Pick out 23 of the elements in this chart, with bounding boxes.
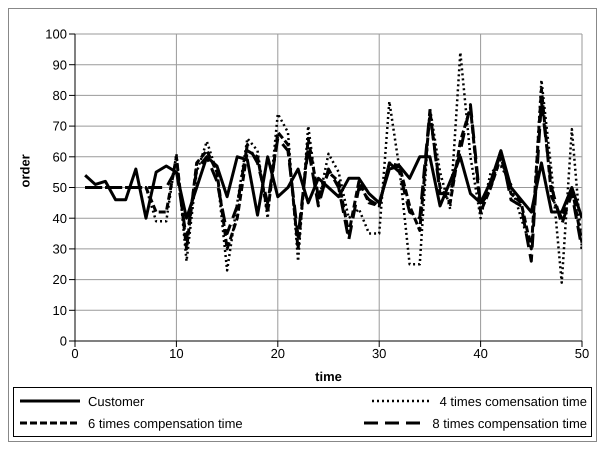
y-tick-label: 10: [52, 302, 67, 318]
x-tick-label: 30: [372, 346, 386, 362]
y-tick-label: 70: [52, 118, 67, 134]
y-axis-title: order: [18, 154, 33, 188]
y-tick-label: 40: [52, 210, 67, 226]
legend-label: 4 times comensation time: [440, 394, 587, 408]
x-tick-label: 50: [574, 346, 590, 362]
legend-label: 6 times compensation time: [88, 416, 243, 430]
y-tick-label: 50: [52, 180, 67, 196]
y-tick-label: 0: [60, 334, 67, 349]
y-tick-label: 60: [52, 149, 67, 164]
legend-label: Customer: [88, 394, 144, 408]
x-tick-label: 40: [473, 346, 488, 362]
y-tick-label: 80: [52, 88, 67, 104]
x-tick-label: 0: [71, 346, 79, 362]
x-axis-title: time: [315, 369, 342, 384]
y-tick-label: 100: [45, 26, 67, 42]
y-tick-label: 30: [52, 242, 67, 257]
y-tick-label: 90: [52, 57, 67, 72]
x-tick-label: 20: [270, 346, 286, 362]
y-tick-label: 20: [52, 272, 67, 288]
legend-label: 8 times compensation time: [432, 416, 587, 430]
x-tick-label: 10: [169, 346, 184, 362]
